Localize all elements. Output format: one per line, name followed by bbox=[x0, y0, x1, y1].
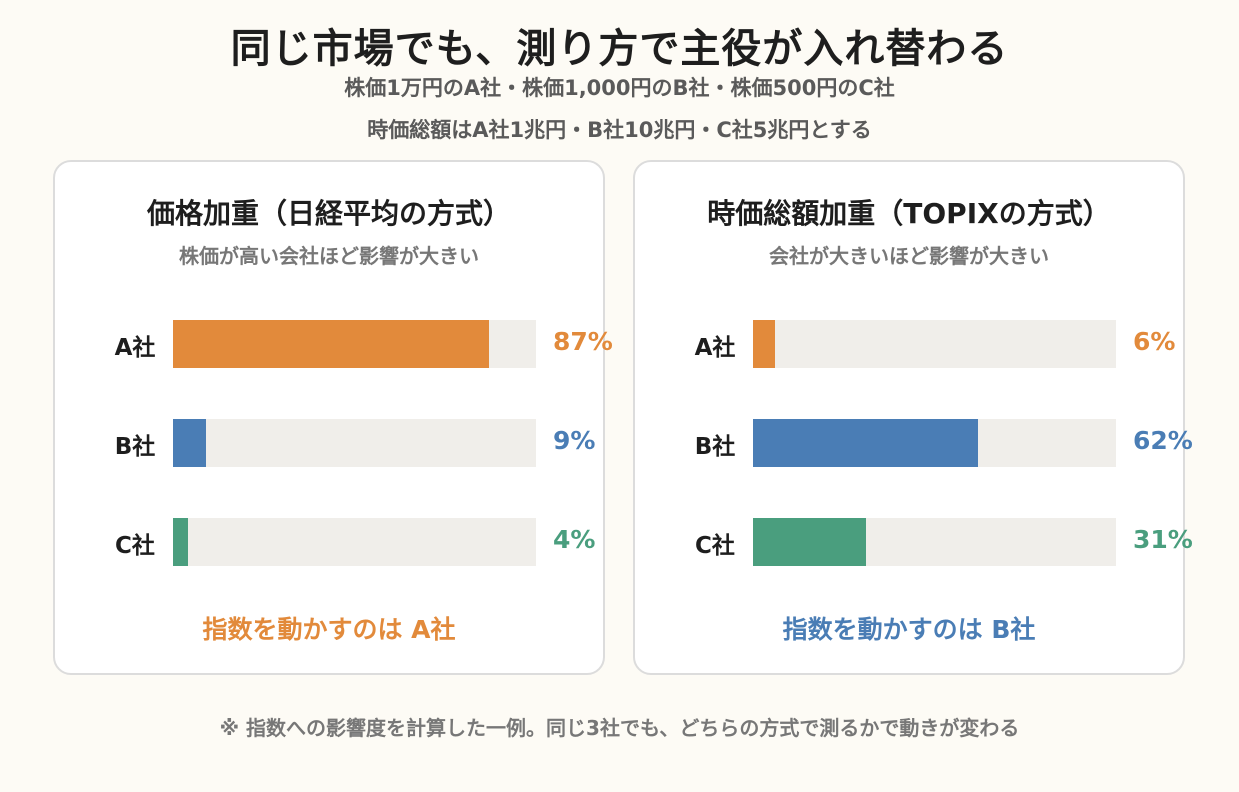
price-weighted-panel: 価格加重（日経平均の方式） 株価が高い会社ほど影響が大きい A社 87% B社 … bbox=[53, 160, 613, 675]
panel-subtitle: 株価が高い会社ほど影響が大きい bbox=[179, 244, 479, 268]
bar-track bbox=[173, 518, 536, 566]
subtitle-line-1: 株価1万円のA社・株価1,000円のB社・株価500円のC社 bbox=[344, 76, 895, 100]
verdict-text: 指数を動かすのは A社 bbox=[202, 615, 456, 644]
verdict-text: 指数を動かすのは B社 bbox=[782, 615, 1036, 644]
footnote: ※ 指数への影響度を計算した一例。同じ3社でも、どちらの方式で測るかで動きが変わ… bbox=[219, 716, 1020, 740]
bar-track bbox=[753, 320, 1116, 368]
bar-row-c: C社 4% bbox=[55, 518, 603, 566]
page-title: 同じ市場でも、測り方で主役が入れ替わる bbox=[230, 26, 1009, 72]
bar-row-c: C社 31% bbox=[635, 518, 1193, 566]
category-label: A社 bbox=[694, 335, 736, 361]
value-label: 62% bbox=[1133, 426, 1193, 455]
category-label: C社 bbox=[695, 533, 735, 559]
value-label: 4% bbox=[553, 525, 596, 554]
panel-subtitle: 会社が大きいほど影響が大きい bbox=[769, 244, 1049, 268]
value-label: 31% bbox=[1133, 525, 1193, 554]
panel-title: 時価総額加重（TOPIXの方式） bbox=[707, 197, 1111, 230]
bar-b bbox=[753, 419, 979, 467]
bar-row-b: B社 62% bbox=[635, 419, 1193, 467]
bar-b bbox=[173, 419, 206, 467]
category-label: B社 bbox=[694, 434, 736, 460]
bar-a bbox=[173, 320, 489, 368]
bar-track bbox=[173, 320, 536, 368]
bar-row-b: B社 9% bbox=[55, 419, 603, 467]
category-label: A社 bbox=[114, 335, 156, 361]
bar-track bbox=[173, 419, 536, 467]
value-label: 6% bbox=[1133, 327, 1176, 356]
bar-track bbox=[753, 419, 1116, 467]
subtitle-line-2: 時価総額はA社1兆円・B社10兆円・C社5兆円とする bbox=[367, 118, 872, 142]
value-label: 9% bbox=[553, 426, 596, 455]
category-label: C社 bbox=[115, 533, 155, 559]
bar-c bbox=[173, 518, 188, 566]
bar-track bbox=[753, 518, 1116, 566]
bar-c bbox=[753, 518, 866, 566]
market-cap-weighted-panel: 時価総額加重（TOPIXの方式） 会社が大きいほど影響が大きい A社 6% B社… bbox=[633, 160, 1193, 675]
bar-row-a: A社 87% bbox=[55, 320, 613, 368]
value-label: 87% bbox=[553, 327, 613, 356]
panel-title: 価格加重（日経平均の方式） bbox=[146, 197, 511, 230]
bar-a bbox=[753, 320, 775, 368]
category-label: B社 bbox=[114, 434, 156, 460]
bar-row-a: A社 6% bbox=[635, 320, 1183, 368]
